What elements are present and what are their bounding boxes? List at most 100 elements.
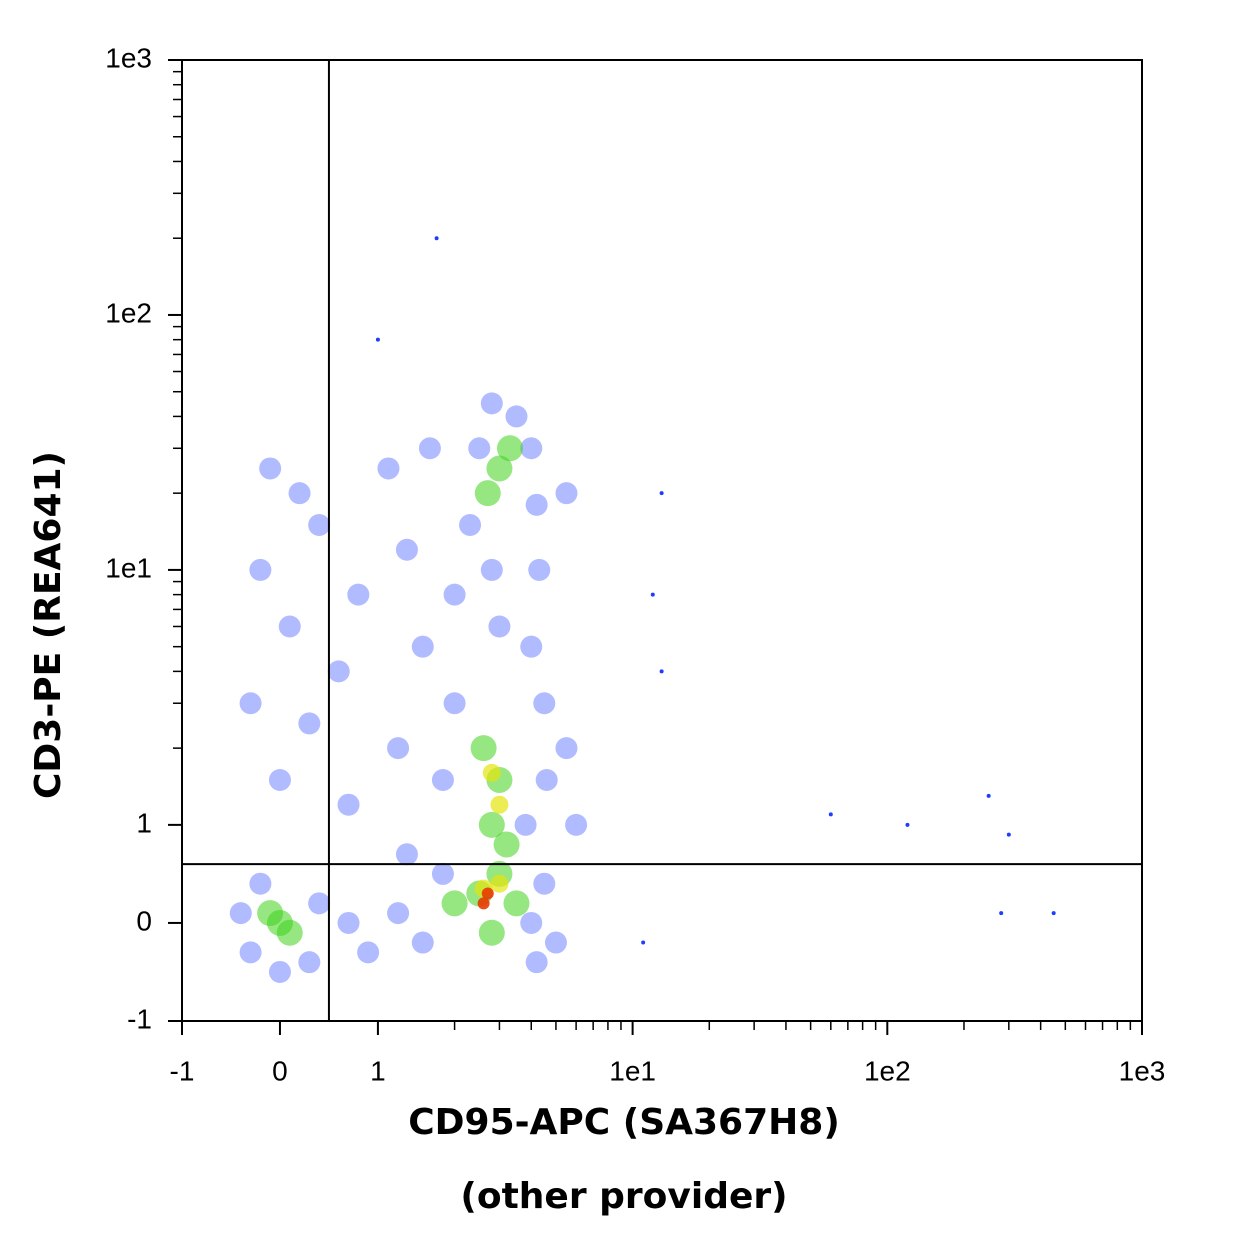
data-point: [986, 793, 991, 798]
data-point: [375, 337, 380, 342]
data-point: [249, 558, 272, 581]
data-point: [308, 514, 331, 537]
data-point: [505, 405, 528, 428]
data-point: [278, 615, 301, 638]
data-point: [514, 813, 537, 836]
data-point: [490, 874, 509, 893]
data-point: [441, 890, 468, 917]
data-point: [308, 892, 331, 915]
data-point: [999, 911, 1004, 916]
data-point: [443, 583, 466, 606]
point-series: [229, 392, 588, 983]
data-point: [528, 558, 551, 581]
data-point: [239, 941, 262, 964]
y-tick-label: 0: [136, 905, 152, 936]
data-point: [478, 811, 505, 838]
data-point: [659, 491, 664, 496]
data-point: [431, 862, 454, 885]
data-point: [555, 737, 578, 760]
data-point: [480, 558, 503, 581]
data-point: [337, 911, 360, 934]
data-point: [357, 941, 380, 964]
data-point: [477, 897, 490, 910]
data-point: [525, 493, 548, 516]
data-point: [650, 592, 655, 597]
y-tick-label: -1: [127, 1003, 152, 1034]
x-tick-label: -1: [170, 1055, 195, 1086]
data-point: [337, 793, 360, 816]
data-point: [1006, 832, 1011, 837]
plot-area: [229, 236, 1056, 983]
data-point: [327, 660, 350, 683]
data-point: [395, 538, 418, 561]
data-point: [387, 902, 410, 925]
data-point: [298, 951, 321, 974]
data-point: [268, 960, 291, 983]
data-point: [503, 890, 530, 917]
data-point: [496, 435, 523, 462]
data-point: [229, 902, 252, 925]
data-point: [387, 737, 410, 760]
point-series: [375, 236, 1056, 945]
data-point: [470, 735, 497, 762]
y-axis-title: CD3-PE (REA641): [28, 451, 69, 799]
data-point: [268, 768, 291, 791]
data-point: [486, 455, 513, 482]
data-point: [828, 812, 833, 817]
data-point: [431, 768, 454, 791]
data-point: [418, 437, 441, 460]
data-point: [520, 437, 543, 460]
data-point: [482, 763, 501, 782]
data-point: [276, 919, 303, 946]
data-point: [395, 843, 418, 866]
data-point: [434, 236, 439, 241]
point-series: [257, 435, 530, 946]
point-series: [474, 763, 509, 898]
data-point: [525, 951, 548, 974]
y-tick-label: 1: [136, 807, 152, 838]
data-point: [535, 768, 558, 791]
data-point: [468, 437, 491, 460]
data-point: [533, 692, 556, 715]
y-tick-label: 1e1: [105, 552, 152, 583]
x-tick-label: 1e3: [1119, 1055, 1166, 1086]
data-point: [481, 887, 494, 900]
x-axis-note: (other provider): [460, 1176, 787, 1217]
data-point: [659, 669, 664, 674]
data-point: [520, 635, 543, 658]
data-point: [298, 712, 321, 735]
y-tick-label: 1e3: [105, 42, 152, 73]
data-point: [641, 940, 646, 945]
data-point: [257, 900, 284, 927]
data-point: [411, 931, 434, 954]
data-point: [480, 392, 503, 415]
plot-frame: [181, 59, 1143, 1022]
data-point: [474, 480, 501, 507]
data-point: [459, 514, 482, 537]
x-tick-label: 1e2: [864, 1055, 911, 1086]
y-tick-label: 1e2: [105, 297, 152, 328]
x-tick-label: 1e1: [609, 1055, 656, 1086]
data-point: [555, 482, 578, 505]
x-axis-title: CD95-APC (SA367H8): [408, 1102, 840, 1143]
data-point: [411, 635, 434, 658]
data-point: [488, 615, 511, 638]
data-point: [544, 931, 567, 954]
x-tick-label: 1: [370, 1055, 386, 1086]
data-point: [249, 872, 272, 895]
data-point: [443, 692, 466, 715]
data-point: [347, 583, 370, 606]
data-point: [905, 822, 910, 827]
data-point: [1051, 911, 1056, 916]
data-point: [288, 482, 311, 505]
point-series: [477, 887, 494, 910]
data-point: [259, 457, 282, 480]
x-tick-label: 0: [272, 1055, 288, 1086]
data-point: [478, 919, 505, 946]
data-point: [239, 692, 262, 715]
data-point: [565, 813, 588, 836]
data-point: [490, 795, 509, 814]
data-point: [520, 911, 543, 934]
data-point: [493, 831, 520, 858]
